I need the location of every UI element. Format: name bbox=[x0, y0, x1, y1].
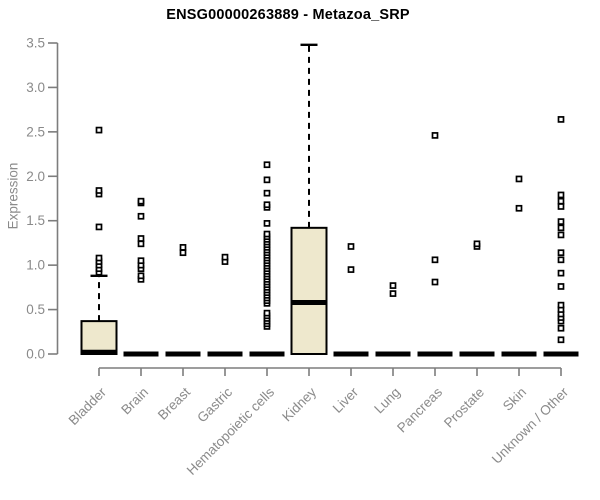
outlier-point bbox=[95, 223, 103, 231]
y-tick-label: 2.5 bbox=[26, 124, 45, 139]
outlier-point bbox=[137, 257, 145, 265]
outlier-point bbox=[221, 253, 229, 261]
outlier-point bbox=[137, 272, 145, 280]
x-tick-label: Kidney bbox=[279, 384, 319, 424]
outlier-point bbox=[263, 189, 271, 197]
outlier-point bbox=[557, 256, 565, 264]
x-tick-label: Brain bbox=[118, 385, 151, 418]
y-tick-label: 0.5 bbox=[26, 302, 45, 317]
outlier-point bbox=[557, 218, 565, 225]
outlier-point bbox=[557, 301, 565, 309]
outlier-point bbox=[263, 176, 271, 184]
outlier-point bbox=[557, 224, 565, 232]
y-tick-label: 0.0 bbox=[26, 347, 45, 362]
outlier-point bbox=[557, 203, 565, 210]
x-tick-label: Prostate bbox=[441, 385, 487, 431]
y-tick-label: 3.5 bbox=[26, 36, 45, 51]
outlier-point bbox=[431, 132, 439, 139]
outlier-point bbox=[95, 254, 103, 262]
x-tick-label: Gastric bbox=[194, 384, 235, 425]
outlier-point bbox=[389, 290, 397, 297]
box-bladder bbox=[80, 320, 118, 356]
outlier-point bbox=[557, 336, 565, 344]
outlier-point bbox=[557, 191, 565, 199]
chart-title: ENSG00000263889 - Metazoa_SRP bbox=[166, 7, 410, 23]
outlier-point bbox=[431, 256, 439, 264]
x-tick-label: Pancreas bbox=[394, 384, 445, 435]
outlier-point bbox=[347, 243, 355, 250]
outlier-point bbox=[137, 197, 145, 205]
outlier-point bbox=[557, 197, 565, 205]
outlier-point bbox=[557, 249, 565, 257]
outlier-point bbox=[263, 201, 271, 209]
outlier-point bbox=[95, 126, 103, 134]
y-tick-label: 1.5 bbox=[26, 213, 45, 228]
x-tick-label: Unknown / Other bbox=[489, 384, 572, 467]
outlier-point bbox=[515, 204, 523, 212]
x-tick-label: Bladder bbox=[66, 384, 110, 428]
y-tick-label: 2.0 bbox=[26, 169, 45, 184]
x-tick-label: Breast bbox=[155, 384, 193, 422]
outlier-point bbox=[263, 161, 271, 169]
outlier-point bbox=[263, 309, 271, 317]
x-tick-label: Skin bbox=[500, 385, 529, 414]
x-tick-label: Lung bbox=[371, 385, 403, 417]
outlier-point bbox=[515, 175, 523, 183]
outlier-point bbox=[473, 240, 481, 248]
x-tick-label: Liver bbox=[330, 384, 362, 416]
outlier-point bbox=[179, 249, 187, 257]
box-kidney bbox=[290, 226, 328, 355]
outlier-point bbox=[557, 283, 565, 290]
outlier-point bbox=[263, 220, 271, 227]
outlier-point bbox=[431, 278, 439, 286]
outlier-point bbox=[137, 235, 145, 242]
y-axis-label: Expression bbox=[5, 162, 21, 230]
outlier-point bbox=[137, 212, 145, 220]
outlier-point bbox=[263, 230, 271, 238]
outlier-point bbox=[557, 116, 565, 123]
outlier-point bbox=[557, 231, 565, 239]
y-tick-label: 3.0 bbox=[26, 80, 45, 95]
outlier-point bbox=[557, 324, 565, 332]
outlier-point bbox=[389, 282, 397, 289]
outlier-point bbox=[557, 269, 565, 277]
outlier-point bbox=[179, 244, 187, 251]
outlier-point bbox=[347, 266, 355, 273]
outlier-point bbox=[95, 187, 103, 194]
outlier-point bbox=[137, 240, 145, 248]
y-tick-label: 1.0 bbox=[26, 258, 45, 273]
